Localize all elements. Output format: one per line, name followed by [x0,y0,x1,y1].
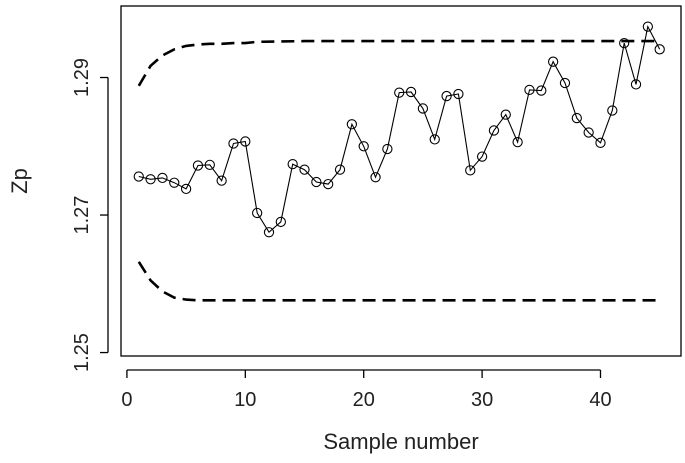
control-limits [137,39,660,302]
data-point [417,103,429,114]
data-point [441,90,452,102]
upper-control-limit-line [137,39,660,87]
data-point [559,77,571,89]
data-point [311,176,322,188]
data-point [429,134,440,145]
data-point [536,85,547,96]
data-point [240,136,251,147]
data-point [346,119,358,130]
data-point [358,141,369,152]
data-point [204,159,215,170]
data-point [334,164,346,175]
data-point [583,127,594,138]
data-point [524,84,535,96]
data-point [382,143,393,155]
lower-control-limit-line [137,261,660,302]
data-point [287,159,298,170]
x-tick-label: 40 [589,389,611,411]
plot-frame [120,5,682,357]
x-tick-label: 20 [353,389,375,411]
data-point [228,138,239,149]
data-point [405,86,417,98]
data-point [169,177,180,188]
x-axis-label: Sample number [323,429,478,454]
data-point [216,175,227,186]
data-point [133,171,144,182]
data-point [275,216,286,228]
x-tick-label: 0 [121,389,132,411]
data-point [263,227,275,238]
data-point [323,178,334,190]
series-path [138,24,661,234]
data-point [192,160,204,171]
x-tick-label: 10 [234,389,256,411]
data-point [642,21,653,32]
data-point [595,137,606,148]
data-point [299,164,310,175]
y-tick-label: 1.29 [71,58,93,97]
data-point [630,79,642,90]
data-point [370,172,381,183]
data-point [571,112,582,124]
data-point [157,172,168,184]
data-point [394,87,405,98]
data-point [145,174,156,185]
y-axis: 1.25 1.27 1.29 [71,58,109,372]
data-point [476,151,488,162]
series-line [133,21,665,238]
data-point [654,44,665,55]
data-point [453,88,464,100]
data-point [180,183,192,195]
data-point [607,105,618,116]
y-tick-label: 1.25 [71,333,93,372]
x-tick-label: 30 [471,389,493,411]
data-point [619,37,630,49]
data-point [512,136,523,148]
data-point [488,125,500,136]
data-point [252,207,263,219]
data-point [500,109,511,120]
y-tick-label: 1.27 [71,196,93,235]
data-point [465,165,476,176]
data-point [547,56,559,67]
x-axis: 0 10 20 30 40 [121,369,612,411]
y-axis-label: Zp [7,168,32,194]
